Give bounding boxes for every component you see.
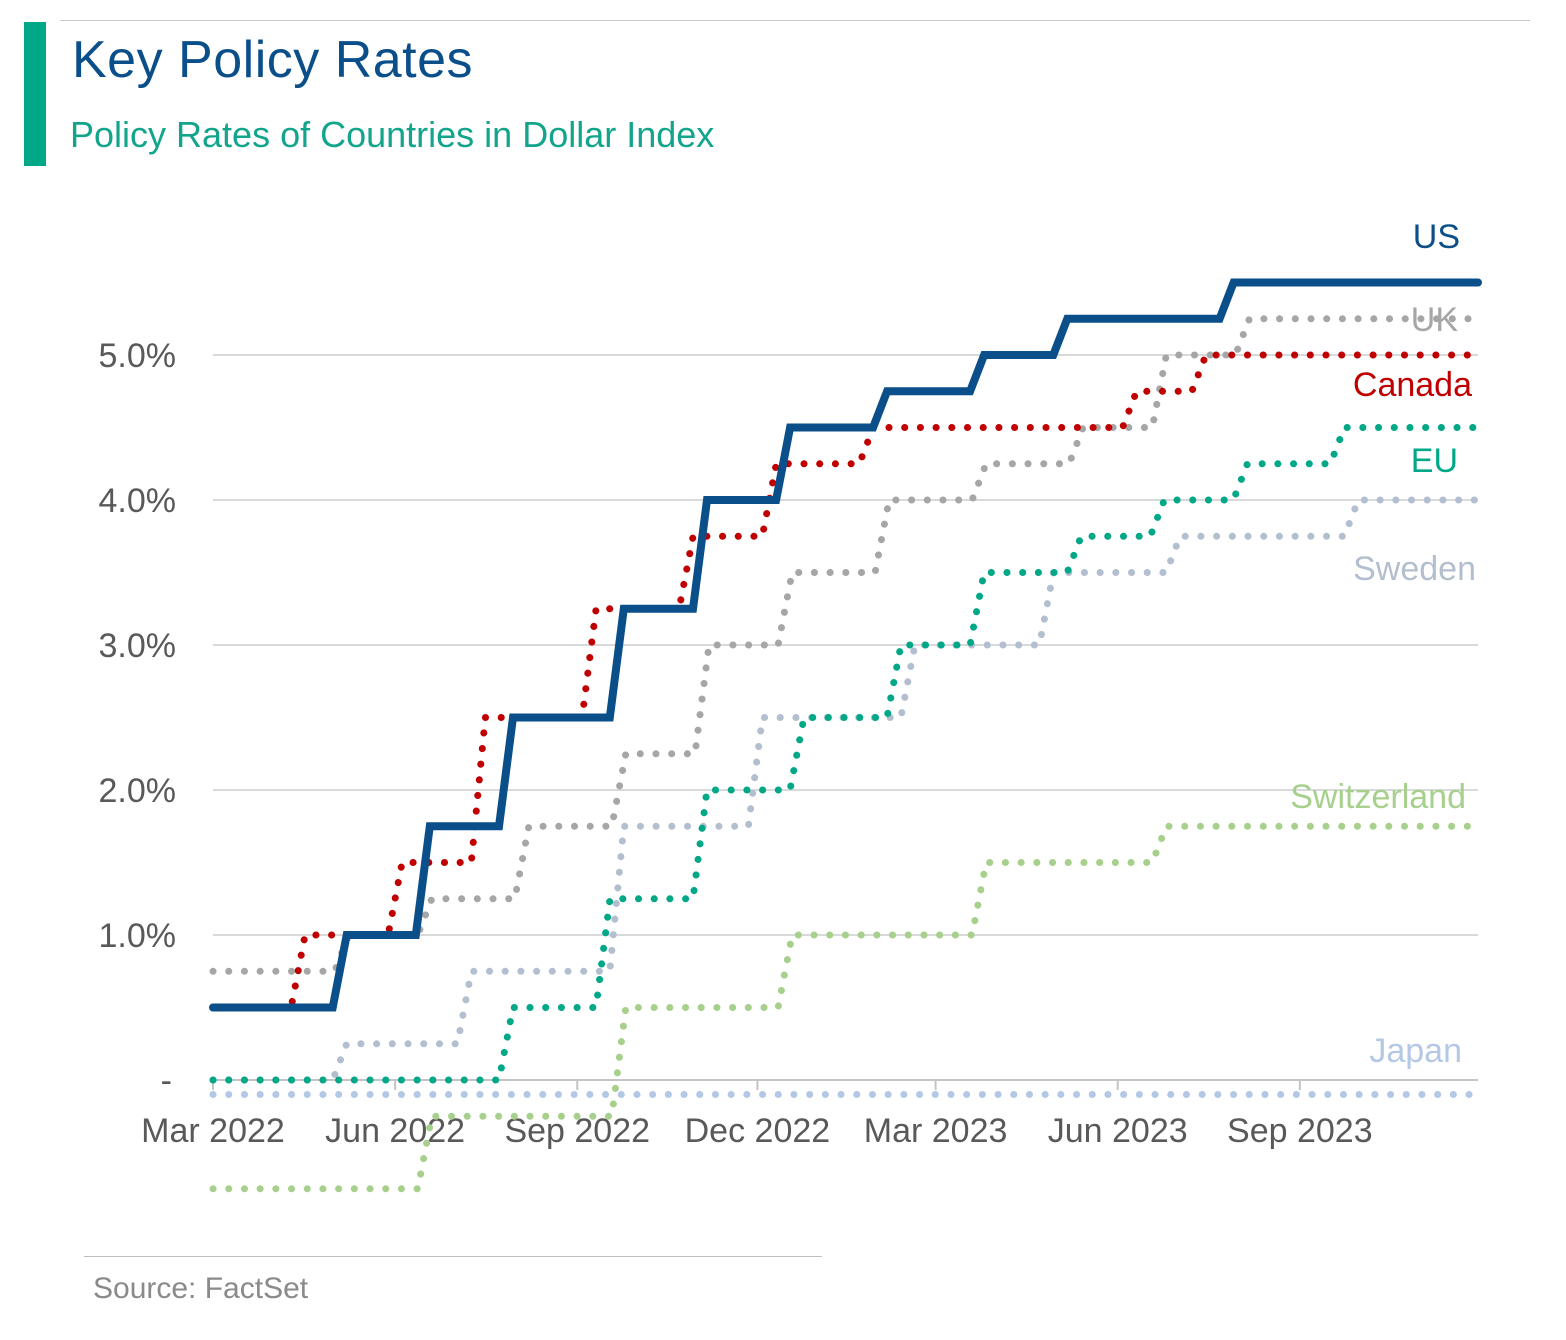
series-label-sweden: Sweden [1353, 550, 1476, 588]
source-note: Source: FactSet [93, 1272, 309, 1305]
x-axis: Mar 2022 Jun 2022 Sep 2022 Dec 2022 Mar 2023… [141, 1080, 1373, 1150]
source-divider [84, 1256, 822, 1257]
x-tick-label: Mar 2022 [141, 1112, 285, 1150]
series-label-us: US [1413, 218, 1460, 256]
title-accent-bar [24, 22, 46, 166]
x-tick-label: Jun 2022 [325, 1112, 465, 1150]
gridlines [213, 354, 1478, 1081]
series-line-eu [209, 424, 1482, 1084]
series-lines [204, 278, 1482, 1193]
y-tick-label: 3.0% [99, 627, 177, 665]
series-line-us [209, 278, 1482, 1012]
x-tick-label: Mar 2023 [864, 1112, 1008, 1150]
y-tick-label: - [161, 1062, 172, 1100]
y-tick-label: 1.0% [99, 917, 177, 955]
chart-subtitle: Policy Rates of Countries in Dollar Inde… [70, 114, 715, 155]
series-label-eu: EU [1411, 442, 1458, 480]
x-tick-label: Jun 2023 [1048, 1112, 1188, 1150]
top-divider [60, 20, 1530, 21]
y-tick-label: 2.0% [99, 772, 177, 810]
y-axis: - 1.0% 2.0% 3.0% 4.0% 5.0% [99, 337, 177, 1100]
x-tick-label: Dec 2022 [685, 1112, 831, 1150]
series-line-switzerland [209, 822, 1482, 1193]
series-line-canada [204, 351, 1482, 1011]
chart-title: Key Policy Rates [72, 31, 474, 89]
series-label-japan: Japan [1369, 1032, 1462, 1070]
series-line-sweden [209, 496, 1482, 1084]
series-label-switzerland: Switzerland [1290, 778, 1466, 816]
y-tick-label: 5.0% [99, 337, 177, 375]
x-tick-label: Sep 2023 [1227, 1112, 1373, 1150]
series-label-uk: UK [1411, 301, 1459, 339]
series-label-canada: Canada [1353, 366, 1472, 404]
y-tick-label: 4.0% [99, 482, 177, 520]
series-labels: Japan Switzerland Sweden EU UK Canada US [1290, 218, 1476, 1070]
